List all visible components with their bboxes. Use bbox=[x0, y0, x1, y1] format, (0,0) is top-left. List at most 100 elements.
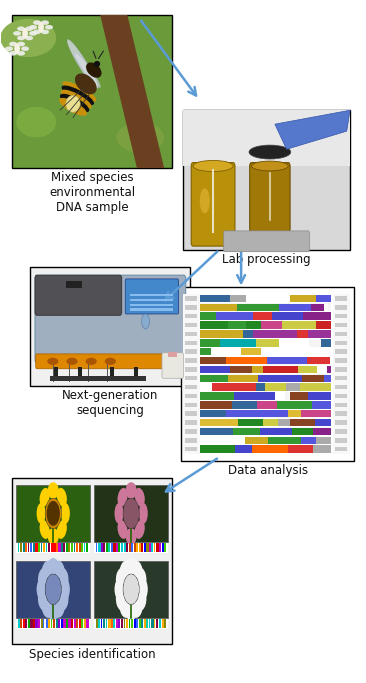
Circle shape bbox=[123, 498, 139, 529]
Ellipse shape bbox=[17, 27, 25, 31]
Bar bbox=[200, 339, 331, 347]
Ellipse shape bbox=[105, 358, 116, 365]
Ellipse shape bbox=[59, 568, 68, 587]
Ellipse shape bbox=[135, 520, 145, 539]
Bar bbox=[43, 619, 44, 628]
Bar bbox=[113, 619, 115, 628]
Ellipse shape bbox=[25, 27, 33, 31]
Bar bbox=[152, 619, 154, 628]
Bar bbox=[168, 352, 178, 357]
Text: Data analysis: Data analysis bbox=[228, 464, 308, 477]
Ellipse shape bbox=[40, 488, 50, 507]
Bar bbox=[268, 436, 301, 444]
Bar bbox=[157, 619, 158, 628]
Text: Lab processing: Lab processing bbox=[222, 253, 311, 266]
Bar bbox=[183, 110, 350, 250]
Bar bbox=[335, 341, 347, 345]
Bar bbox=[119, 619, 120, 628]
Bar bbox=[16, 543, 90, 553]
Bar bbox=[134, 619, 136, 628]
FancyBboxPatch shape bbox=[35, 275, 186, 363]
Bar bbox=[290, 392, 308, 400]
Bar bbox=[38, 619, 40, 628]
Bar bbox=[184, 411, 197, 416]
Bar bbox=[124, 544, 126, 553]
Bar bbox=[146, 619, 148, 628]
Ellipse shape bbox=[120, 600, 130, 618]
Bar bbox=[66, 281, 82, 288]
Ellipse shape bbox=[29, 31, 37, 36]
Bar bbox=[230, 365, 252, 373]
Ellipse shape bbox=[94, 61, 100, 67]
Ellipse shape bbox=[126, 558, 137, 574]
Bar bbox=[159, 544, 161, 553]
Bar bbox=[308, 330, 331, 337]
Bar bbox=[200, 357, 331, 365]
Bar bbox=[157, 544, 159, 553]
Bar bbox=[128, 619, 130, 628]
Bar bbox=[282, 321, 315, 329]
Circle shape bbox=[123, 574, 139, 604]
Ellipse shape bbox=[116, 591, 125, 611]
Bar bbox=[228, 321, 246, 329]
Bar bbox=[96, 544, 97, 553]
Ellipse shape bbox=[139, 503, 148, 524]
Bar bbox=[184, 323, 197, 327]
Bar bbox=[230, 295, 246, 302]
Bar bbox=[63, 544, 65, 553]
Bar bbox=[301, 410, 318, 417]
Bar bbox=[313, 445, 331, 453]
Bar bbox=[36, 619, 38, 628]
Ellipse shape bbox=[21, 46, 29, 51]
Bar bbox=[267, 357, 307, 364]
Ellipse shape bbox=[54, 600, 65, 618]
Bar bbox=[48, 619, 50, 628]
Bar bbox=[181, 287, 354, 460]
Bar bbox=[327, 365, 331, 373]
Bar bbox=[184, 429, 197, 434]
Bar bbox=[335, 411, 347, 416]
Bar bbox=[335, 447, 347, 451]
Circle shape bbox=[45, 498, 61, 529]
Bar bbox=[313, 428, 331, 435]
Bar bbox=[256, 383, 265, 391]
Bar bbox=[139, 619, 141, 628]
Ellipse shape bbox=[37, 503, 45, 524]
Bar bbox=[106, 544, 108, 553]
Bar bbox=[200, 321, 331, 329]
Bar bbox=[184, 438, 197, 443]
Bar bbox=[200, 295, 230, 302]
Ellipse shape bbox=[75, 74, 97, 94]
FancyBboxPatch shape bbox=[35, 275, 122, 316]
Bar bbox=[335, 296, 347, 301]
Ellipse shape bbox=[38, 591, 48, 611]
Bar bbox=[237, 304, 279, 311]
Bar bbox=[335, 438, 347, 443]
Bar bbox=[121, 619, 123, 628]
Bar bbox=[30, 266, 190, 386]
Bar bbox=[71, 544, 73, 553]
Bar bbox=[38, 544, 40, 553]
Bar bbox=[200, 383, 205, 391]
Bar bbox=[113, 544, 116, 553]
Bar bbox=[16, 619, 90, 629]
Bar bbox=[333, 294, 350, 454]
Bar bbox=[116, 619, 118, 628]
Bar bbox=[290, 295, 316, 302]
Bar bbox=[126, 544, 128, 553]
FancyBboxPatch shape bbox=[162, 352, 183, 378]
Bar bbox=[321, 339, 331, 346]
Bar bbox=[144, 544, 146, 553]
Bar bbox=[130, 308, 173, 311]
Bar bbox=[103, 544, 105, 553]
Bar bbox=[265, 383, 285, 391]
Bar bbox=[297, 330, 308, 337]
Bar bbox=[335, 350, 347, 354]
Bar bbox=[119, 544, 120, 553]
Bar bbox=[139, 544, 141, 553]
Bar bbox=[128, 544, 131, 553]
Bar bbox=[238, 419, 263, 426]
Ellipse shape bbox=[132, 600, 142, 618]
Bar bbox=[23, 544, 25, 553]
Polygon shape bbox=[275, 110, 350, 150]
